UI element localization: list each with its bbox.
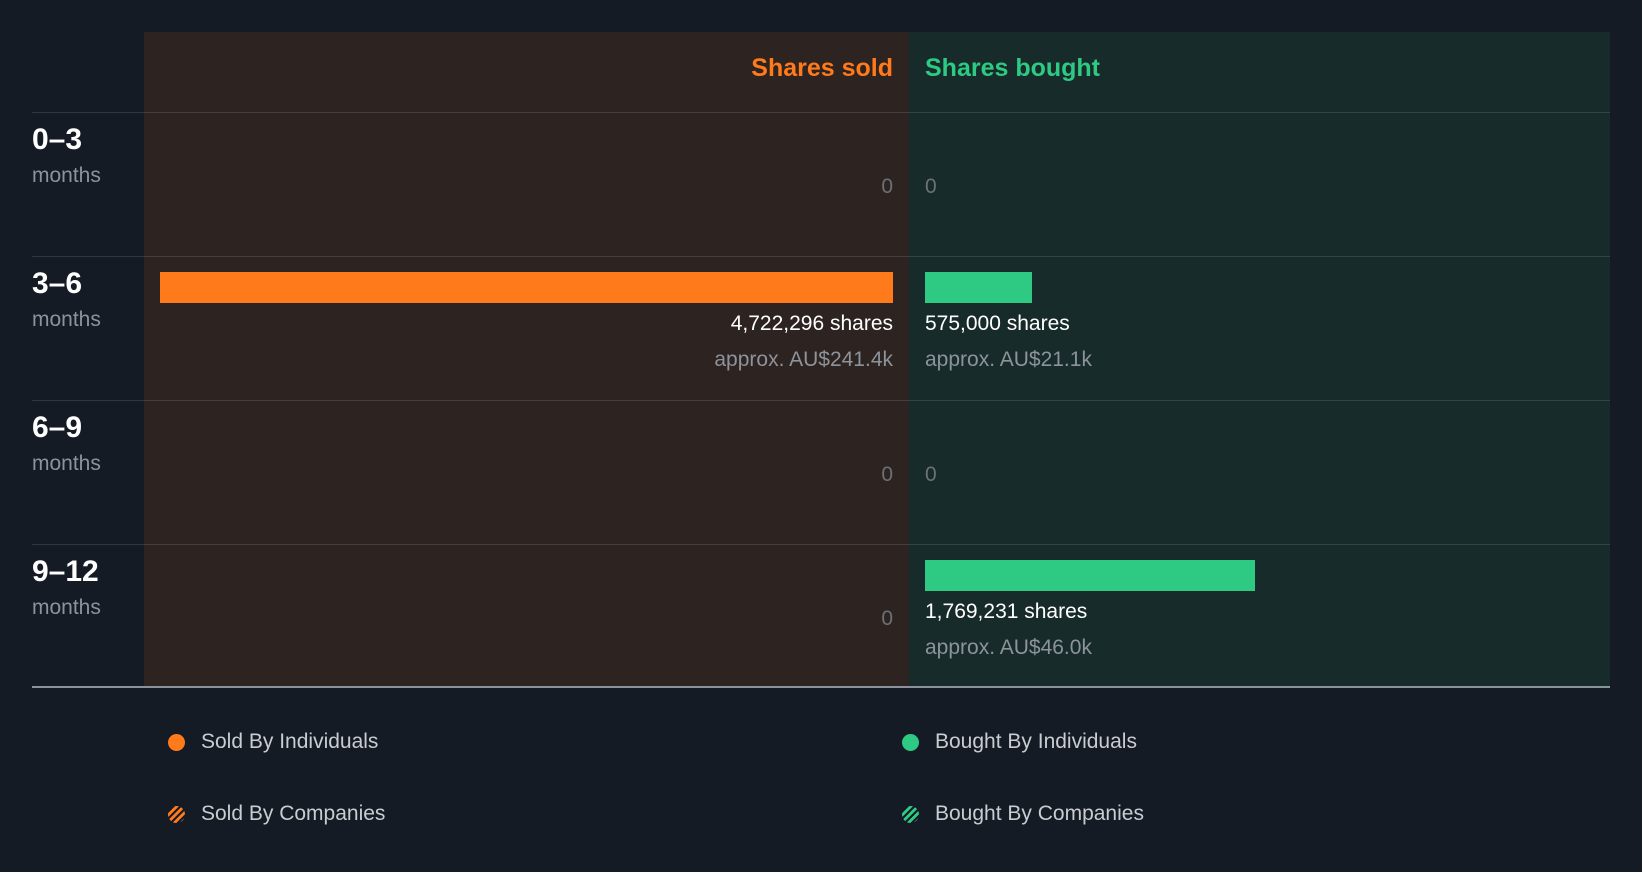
period-unit: months [32, 596, 101, 619]
bought-value-label: approx. AU$21.1k [925, 348, 1092, 371]
bought-value-label: approx. AU$46.0k [925, 636, 1092, 659]
shares-sold-header: Shares sold [751, 54, 893, 82]
sold-zero-label: 0 [881, 175, 893, 198]
chart-baseline [32, 686, 1610, 688]
period-label: 9–12 months [32, 554, 101, 621]
sold-shares-label: 4,722,296 shares [730, 312, 893, 335]
sold-bar[interactable] [160, 272, 893, 303]
row-divider [32, 256, 1610, 257]
bought-shares-label: 575,000 shares [925, 312, 1070, 335]
period-label: 3–6 months [32, 266, 101, 333]
sold-zero-label: 0 [881, 607, 893, 630]
bought-zero-label: 0 [925, 175, 937, 198]
legend-item[interactable]: Bought By Individuals [902, 730, 1137, 754]
row-divider [32, 112, 1610, 113]
row-divider [32, 544, 1610, 545]
legend-item[interactable]: Sold By Individuals [168, 730, 378, 754]
sold-value-label: approx. AU$241.4k [714, 348, 893, 371]
striped-swatch-icon [902, 805, 919, 823]
legend-label: Sold By Individuals [201, 730, 379, 753]
period-range: 0–3 [32, 123, 83, 156]
legend-label: Sold By Companies [201, 802, 386, 825]
legend-item[interactable]: Sold By Companies [168, 802, 385, 826]
bought-bar[interactable] [925, 272, 1032, 303]
period-unit: months [32, 308, 101, 331]
sold-zero-label: 0 [881, 463, 893, 486]
striped-swatch-icon [168, 805, 185, 823]
period-label: 6–9 months [32, 410, 101, 477]
legend-label: Bought By Individuals [935, 730, 1137, 753]
period-unit: months [32, 452, 101, 475]
bought-shares-label: 1,769,231 shares [925, 600, 1088, 623]
solid-swatch-icon [168, 733, 185, 751]
shares-bought-header: Shares bought [925, 54, 1101, 82]
solid-swatch-icon [902, 733, 919, 751]
bought-zero-label: 0 [925, 463, 937, 486]
period-range: 6–9 [32, 411, 83, 444]
period-label: 0–3 months [32, 122, 101, 189]
legend-label: Bought By Companies [935, 802, 1144, 825]
sold-panel-background [144, 32, 909, 688]
period-unit: months [32, 164, 101, 187]
period-range: 3–6 [32, 267, 83, 300]
bought-bar[interactable] [925, 560, 1255, 591]
legend-item[interactable]: Bought By Companies [902, 802, 1144, 826]
row-divider [32, 400, 1610, 401]
period-range: 9–12 [32, 555, 99, 588]
